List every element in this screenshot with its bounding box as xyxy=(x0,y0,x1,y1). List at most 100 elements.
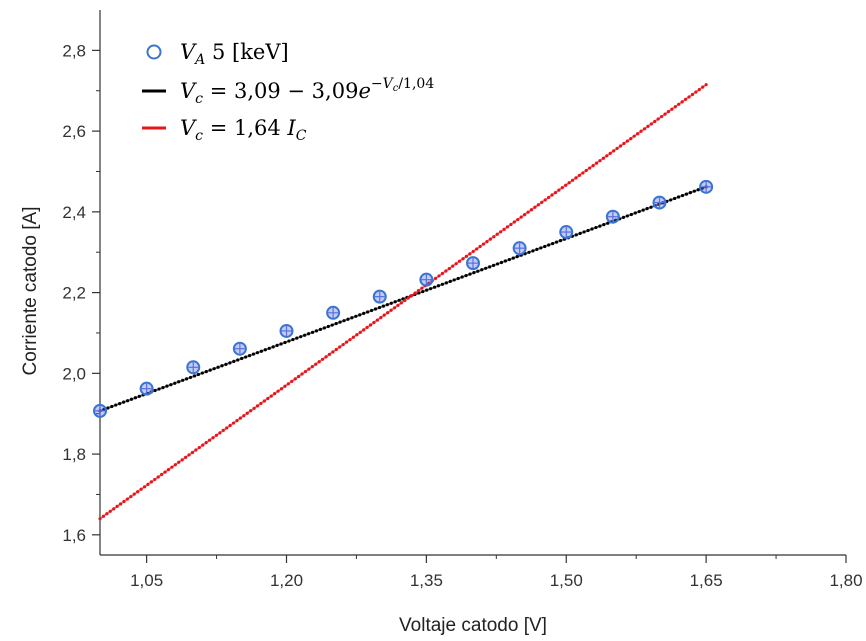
fit-line-dot xyxy=(436,284,441,288)
fit-line-dot xyxy=(533,205,537,209)
fit-line-dot xyxy=(180,458,184,462)
fit-line-dot xyxy=(166,468,171,472)
fit-line-dot xyxy=(245,411,249,415)
fit-line-dot xyxy=(214,433,219,437)
fit-line-dot xyxy=(216,365,220,369)
fit-line-dot xyxy=(324,355,328,359)
fit-line-dot xyxy=(574,233,578,237)
fit-line-dot xyxy=(266,396,270,401)
fit-line-dot xyxy=(512,220,516,224)
fit-line-dot xyxy=(136,490,140,494)
fit-line-dot xyxy=(338,345,342,349)
fit-line-dot xyxy=(547,243,551,247)
fit-line-dot xyxy=(125,497,129,501)
fit-line-dot xyxy=(362,328,366,332)
fit-line-dot xyxy=(615,146,619,151)
series-markers-0 xyxy=(93,179,714,418)
fit-line-dot xyxy=(621,215,626,219)
fit-line-dot xyxy=(101,514,106,518)
fit-line-dot xyxy=(122,499,126,504)
fit-line-dot xyxy=(200,371,204,375)
fit-line-dot xyxy=(283,340,287,345)
fit-line-dot xyxy=(673,196,677,201)
fit-line-dot xyxy=(527,250,531,254)
fit-line-dot xyxy=(129,397,134,401)
y-tick-label: 2,2 xyxy=(62,284,86,303)
fit-line-dot xyxy=(331,350,335,354)
fit-line-dot xyxy=(341,342,345,347)
fit-line-dot xyxy=(293,377,297,381)
fit-line-dot xyxy=(137,394,141,398)
fit-line-dot xyxy=(653,119,657,124)
fit-line-dot xyxy=(410,293,414,298)
fit-line-dot xyxy=(590,227,594,231)
fit-line-dot xyxy=(447,266,451,271)
fit-line-dot xyxy=(523,213,527,217)
fit-line-dot xyxy=(204,441,208,445)
fit-line-dot xyxy=(351,335,356,339)
fit-line-dot xyxy=(452,278,456,282)
fit-line-dot xyxy=(161,385,165,390)
fit-line-dot xyxy=(594,225,598,230)
fit-line-dot xyxy=(444,269,448,273)
x-tick-label: 1,50 xyxy=(550,571,583,590)
fit-line-dot xyxy=(377,305,382,310)
fit-line-dot xyxy=(633,211,637,215)
fit-line-dot xyxy=(598,224,602,228)
fit-line-dot xyxy=(389,301,393,305)
fit-line-dot xyxy=(262,399,266,403)
axes xyxy=(99,10,846,556)
fit-line-dot xyxy=(299,335,303,339)
fit-line-dot xyxy=(287,339,291,343)
fit-line-dot xyxy=(317,360,321,364)
fit-line-dot xyxy=(629,212,633,217)
y-tick-label: 1,8 xyxy=(62,445,86,464)
fit-line-dot xyxy=(484,266,488,270)
fit-line xyxy=(99,83,707,520)
x-ticks: 1,05 1,20 1,35 1,50 1,65 1,80 xyxy=(130,555,863,590)
fit-line-dot xyxy=(156,475,160,479)
fit-line-dot xyxy=(236,358,240,362)
fit-line-dot xyxy=(218,431,222,435)
fit-line-dot xyxy=(132,492,136,496)
fit-line-dot xyxy=(197,445,201,450)
fit-line-dot xyxy=(432,285,437,289)
fit-line-dot xyxy=(207,438,212,442)
fit-line-dot xyxy=(350,316,354,320)
fit-line-dot xyxy=(252,406,256,410)
fit-line-dot xyxy=(334,347,338,352)
fit-line-dot xyxy=(509,222,513,227)
fit-line-dot xyxy=(269,394,273,398)
fit-line-dot xyxy=(187,453,191,457)
fit-line-dot xyxy=(649,205,653,209)
fit-line-dot xyxy=(690,92,695,97)
fit-line-dot xyxy=(220,364,224,368)
fit-line-dot xyxy=(283,384,287,388)
legend-item-black-fit: Vc = 3,09 − 3,09e−Vc/1,04 xyxy=(142,76,434,107)
fit-line-dot xyxy=(475,247,479,251)
fit-line-dot xyxy=(386,311,390,315)
fit-line-dot xyxy=(105,512,109,516)
fit-line-dot xyxy=(118,402,122,406)
fit-line-dot xyxy=(577,173,582,178)
fit-line-dot xyxy=(417,291,421,295)
fit-line-dot xyxy=(181,378,185,382)
fit-line-dot xyxy=(539,246,543,250)
fit-line-dot xyxy=(330,323,334,327)
fit-line-dot xyxy=(115,504,119,509)
fit-line-dot xyxy=(406,296,410,300)
fit-line-dot xyxy=(536,203,540,207)
fit-line-dot xyxy=(444,281,448,285)
fit-line-dot xyxy=(276,389,280,393)
fit-line-dot xyxy=(403,298,407,303)
fit-line-dot xyxy=(112,507,116,511)
x-tick-label: 1,35 xyxy=(410,571,443,590)
fit-line-dot xyxy=(320,357,325,361)
fit-line-dot xyxy=(212,367,216,371)
fit-line-dot xyxy=(286,382,290,386)
fit-line-dot xyxy=(543,198,547,202)
fit-line-dot xyxy=(307,367,311,371)
fit-line-dot xyxy=(584,168,588,173)
fit-line-dot xyxy=(326,324,330,329)
fit-line-dot xyxy=(666,110,671,114)
